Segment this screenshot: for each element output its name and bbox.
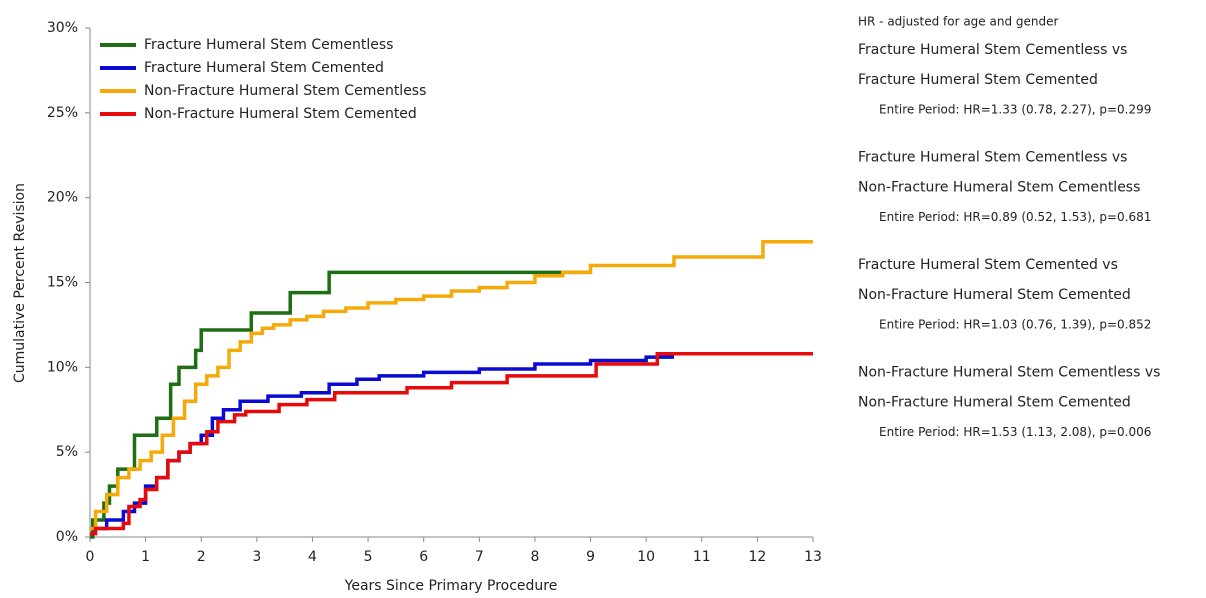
x-tick-label: 5 xyxy=(364,549,373,565)
x-tick-label: 6 xyxy=(419,549,428,565)
x-tick-label: 3 xyxy=(252,549,261,565)
comparison-line: Non-Fracture Humeral Stem Cemented xyxy=(858,287,1131,303)
y-tick-label: 10% xyxy=(47,359,78,375)
comparison-line: Fracture Humeral Stem Cemented vs xyxy=(858,257,1118,273)
x-axis-label: Years Since Primary Procedure xyxy=(344,578,558,594)
x-tick-label: 8 xyxy=(530,549,539,565)
legend-label: Fracture Humeral Stem Cementless xyxy=(144,37,393,53)
x-tick-label: 13 xyxy=(804,549,822,565)
comparison-line: Fracture Humeral Stem Cementless vs xyxy=(858,150,1127,166)
y-tick-label: 5% xyxy=(56,444,78,460)
x-tick-label: 4 xyxy=(308,549,317,565)
x-tick-label: 12 xyxy=(748,549,766,565)
x-tick-label: 11 xyxy=(693,549,711,565)
legend-label: Fracture Humeral Stem Cemented xyxy=(144,60,384,76)
comparison-line: Non-Fracture Humeral Stem Cementless vs xyxy=(858,365,1160,381)
legend-label: Non-Fracture Humeral Stem Cemented xyxy=(144,106,417,122)
y-tick-label: 25% xyxy=(47,105,78,121)
x-tick-label: 9 xyxy=(586,549,595,565)
comparison-line: Fracture Humeral Stem Cemented xyxy=(858,72,1098,88)
comparison-detail: Entire Period: HR=1.03 (0.76, 1.39), p=0… xyxy=(879,318,1151,332)
y-tick-label: 30% xyxy=(47,20,78,36)
x-tick-label: 0 xyxy=(86,549,95,565)
y-tick-label: 20% xyxy=(47,190,78,206)
comparison-detail: Entire Period: HR=1.53 (1.13, 2.08), p=0… xyxy=(879,425,1151,439)
comparison-line: Fracture Humeral Stem Cementless vs xyxy=(858,42,1127,58)
x-tick-label: 10 xyxy=(637,549,655,565)
series-line xyxy=(90,240,813,531)
x-tick-label: 2 xyxy=(197,549,206,565)
y-tick-label: 15% xyxy=(47,275,78,291)
y-tick-label: 0% xyxy=(56,529,78,545)
series-line xyxy=(90,352,813,536)
y-axis-label: Cumulative Percent Revision xyxy=(12,183,28,383)
hr-title: HR - adjusted for age and gender xyxy=(858,15,1058,29)
comparison-line: Non-Fracture Humeral Stem Cemented xyxy=(858,395,1131,411)
comparison-line: Non-Fracture Humeral Stem Cementless xyxy=(858,180,1140,196)
x-tick-label: 1 xyxy=(141,549,150,565)
x-tick-label: 7 xyxy=(475,549,484,565)
comparison-detail: Entire Period: HR=0.89 (0.52, 1.53), p=0… xyxy=(879,210,1151,224)
comparison-detail: Entire Period: HR=1.33 (0.78, 2.27), p=0… xyxy=(879,103,1151,117)
legend-label: Non-Fracture Humeral Stem Cementless xyxy=(144,83,426,99)
